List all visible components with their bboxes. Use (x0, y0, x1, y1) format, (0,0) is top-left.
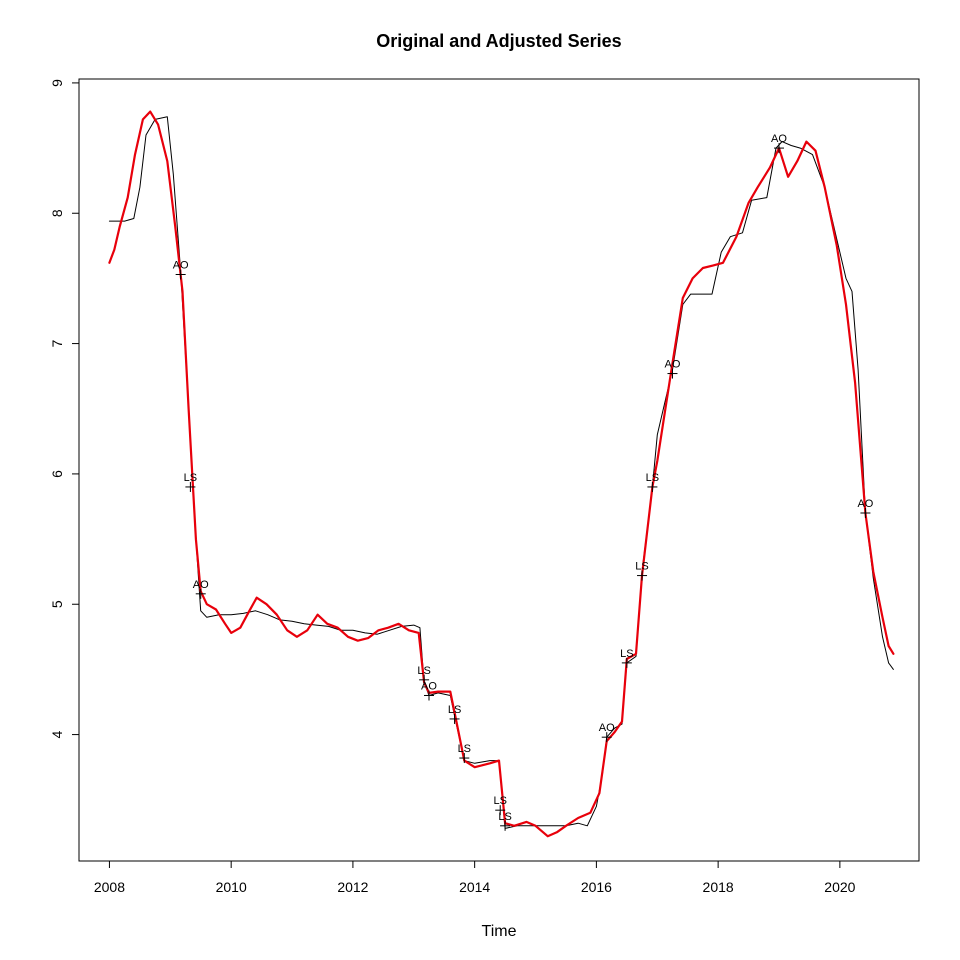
outlier-marker: LS (448, 704, 461, 724)
y-tick-label: 8 (49, 209, 65, 217)
x-tick-label: 2020 (824, 879, 855, 895)
x-tick-label: 2016 (581, 879, 612, 895)
y-tick-label: 6 (49, 470, 65, 478)
outlier-label: LS (458, 743, 471, 755)
outlier-marker: AO (771, 133, 787, 154)
y-tick-label: 5 (49, 600, 65, 608)
outlier-marker: LS (620, 648, 634, 668)
outlier-marker: AO (193, 579, 209, 599)
x-tick-label: 2018 (703, 879, 734, 895)
outlier-marker: LS (635, 561, 649, 581)
adjusted-series-line (108, 110, 895, 838)
outlier-label: LS (646, 472, 659, 484)
outlier-marker: AO (599, 722, 615, 743)
x-tick-label: 2014 (459, 879, 490, 895)
y-tick-label: 4 (49, 730, 65, 738)
x-tick-label: 2010 (216, 879, 247, 895)
y-tick-label: 9 (49, 79, 65, 87)
x-tick-label: 2008 (94, 879, 125, 895)
outlier-marker: AO (173, 260, 189, 280)
outlier-label: AO (173, 260, 189, 272)
x-tick-label: 2012 (337, 879, 368, 895)
outlier-marker: AO (421, 680, 437, 701)
outlier-layer: AO LS AO LS AO LS LS LS LS AO LS LS LS AO AO AO (173, 133, 874, 831)
y-axis: 4 5 6 7 8 9 (49, 79, 80, 738)
chart-title: Original and Adjusted Series (376, 31, 621, 51)
outlier-marker: AO (665, 359, 681, 379)
outlier-marker: LS (493, 795, 507, 816)
outlier-marker: LS (646, 472, 659, 492)
outlier-marker: LS (498, 811, 512, 831)
outlier-label: AO (599, 722, 615, 734)
outlier-marker: LS (184, 472, 197, 492)
x-axis-title: Time (482, 923, 517, 940)
outlier-label: LS (620, 648, 633, 660)
outlier-label: AO (193, 579, 209, 591)
outlier-label: LS (498, 811, 511, 823)
outlier-label: AO (665, 359, 681, 371)
outlier-label: AO (421, 680, 437, 692)
outlier-label: AO (857, 498, 873, 510)
outlier-label: LS (448, 704, 461, 716)
x-axis: 2008 2010 2012 2014 2016 2018 2020 (94, 860, 856, 895)
outlier-label: LS (635, 561, 648, 573)
outlier-label: AO (771, 133, 787, 145)
outlier-marker: LS (458, 743, 471, 764)
outlier-label: LS (184, 472, 197, 484)
y-tick-label: 7 (49, 339, 65, 347)
outlier-marker: LS (417, 665, 431, 685)
outlier-label: LS (493, 795, 506, 807)
outlier-marker: AO (857, 498, 874, 519)
outlier-label: LS (417, 665, 430, 677)
